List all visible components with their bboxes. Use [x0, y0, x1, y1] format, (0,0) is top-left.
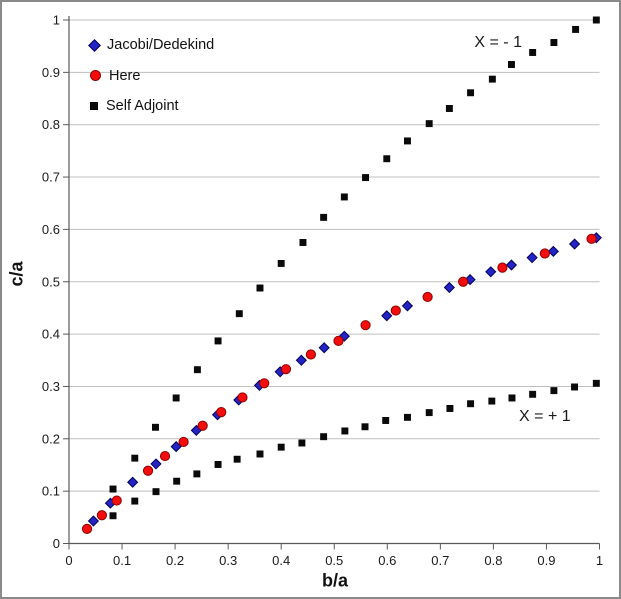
diamond-marker-icon	[88, 38, 101, 52]
svg-text:0.3: 0.3	[42, 379, 60, 394]
x-axis-title: b/a	[321, 570, 349, 591]
chart-legend: Jacobi/Dedekind Here Self Adjoint	[88, 30, 215, 122]
legend-label: Jacobi/Dedekind	[107, 37, 215, 54]
svg-text:0.8: 0.8	[42, 117, 60, 132]
legend-label: Self Adjoint	[106, 98, 179, 115]
legend-entry-self-adjoint: Self Adjoint	[90, 91, 214, 122]
svg-text:0.9: 0.9	[42, 65, 60, 80]
svg-text:0.4: 0.4	[42, 327, 60, 342]
svg-text:0.9: 0.9	[537, 553, 555, 568]
svg-text:0.5: 0.5	[325, 553, 343, 568]
svg-text:1: 1	[53, 13, 60, 28]
svg-text:0.2: 0.2	[42, 431, 60, 446]
svg-text:0.1: 0.1	[113, 553, 131, 568]
circle-marker-icon	[90, 70, 101, 82]
legend-label: Here	[109, 67, 141, 84]
annotation-x-minus-1: X = - 1	[474, 34, 522, 52]
svg-text:0.7: 0.7	[42, 170, 60, 185]
svg-text:0.2: 0.2	[166, 553, 184, 568]
svg-text:0: 0	[53, 536, 60, 551]
svg-text:0.8: 0.8	[484, 553, 502, 568]
legend-entry-jacobi-dedekind: Jacobi/Dedekind	[88, 30, 215, 61]
svg-text:0.6: 0.6	[378, 553, 396, 568]
svg-text:0.4: 0.4	[272, 553, 290, 568]
svg-text:1: 1	[596, 553, 603, 568]
svg-text:0.1: 0.1	[42, 484, 60, 499]
svg-text:0.5: 0.5	[42, 274, 60, 289]
y-axis-title: c/a	[6, 261, 27, 287]
svg-text:0.3: 0.3	[219, 553, 237, 568]
svg-text:0.7: 0.7	[431, 553, 449, 568]
legend-entry-here: Here	[90, 61, 214, 92]
annotation-x-plus-1: X = + 1	[519, 407, 571, 425]
square-marker-icon	[90, 102, 98, 111]
svg-text:0: 0	[65, 553, 72, 568]
svg-text:0.6: 0.6	[42, 222, 60, 237]
